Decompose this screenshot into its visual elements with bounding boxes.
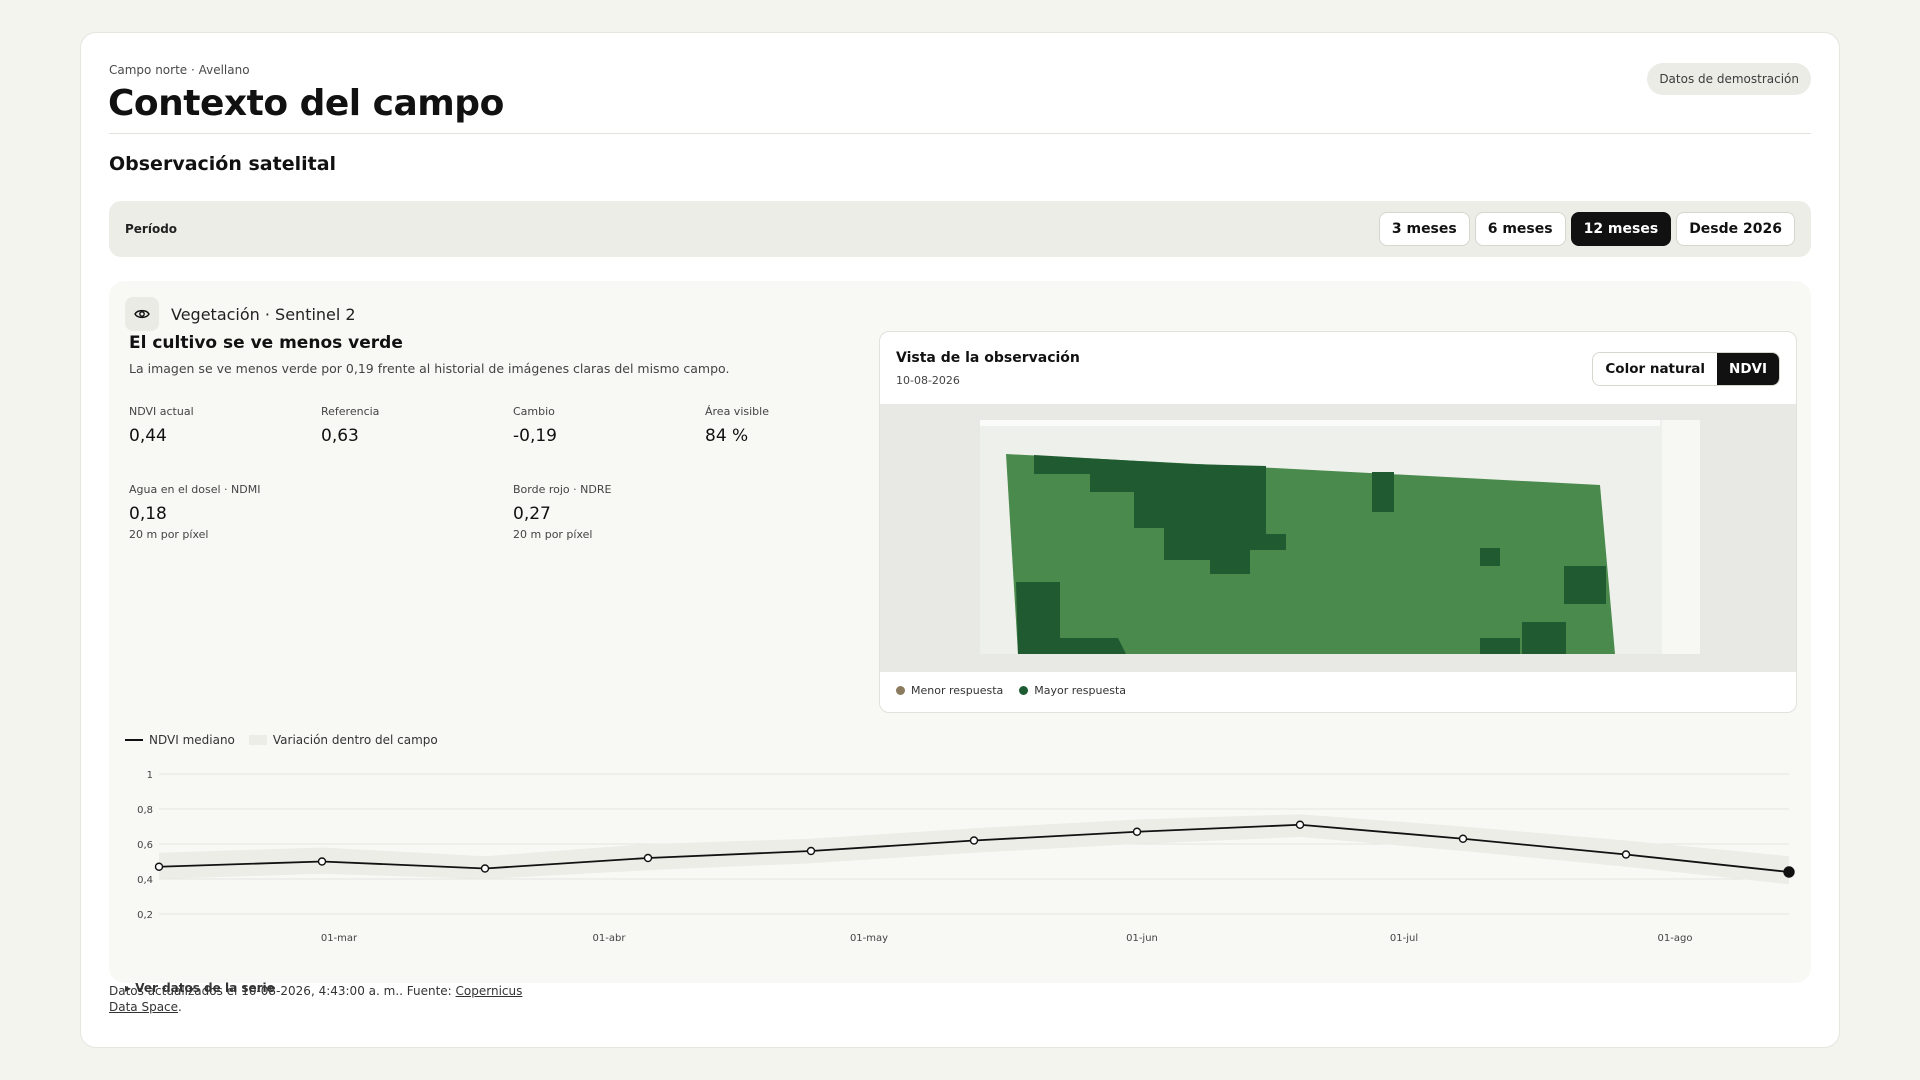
metric-label: Borde rojo · NDRE [513, 483, 612, 496]
ndvi-point [1295, 820, 1305, 829]
legend-median-label: NDVI mediano [149, 733, 235, 747]
demo-data-badge: Datos de demostración [1647, 63, 1811, 95]
period-selector: Período 3 meses 6 meses 12 meses Desde 2… [109, 201, 1811, 257]
metric-value: 0,63 [321, 426, 359, 446]
ndvi-point [317, 857, 327, 866]
legend-low-label: Menor respuesta [911, 684, 1004, 697]
header-divider [109, 133, 1811, 134]
vegetation-description: La imagen se ve menos verde por 0,19 fre… [129, 361, 730, 376]
footer-period: . [178, 1000, 182, 1014]
legend-range-label: Variación dentro del campo [272, 733, 438, 747]
legend-range: Variación dentro del campo [248, 733, 438, 747]
period-3-months-button[interactable]: 3 meses [1378, 212, 1470, 246]
x-tick-label: 01-jul [1390, 933, 1418, 944]
legend-high-label: Mayor respuesta [1034, 684, 1127, 697]
copernicus-link[interactable]: Copernicus Data Space [109, 984, 523, 1014]
period-6-months-button[interactable]: 6 meses [1474, 212, 1566, 246]
page-title: Contexto del campo [108, 83, 504, 124]
legend-low-dot [896, 686, 905, 695]
ndvi-point [1132, 827, 1142, 836]
ndvi-point [480, 864, 490, 873]
period-buttons: 3 meses 6 meses 12 meses Desde 2026 [1378, 212, 1795, 246]
ndvi-time-series-chart: 1 0,8 0,6 0,4 0,2 01-mar 01-abr 01-may 01-jun 01-… [137, 770, 1795, 944]
x-tick-label: 01-mar [321, 933, 358, 944]
chart-legend: NDVI mediano Variación dentro del campo [125, 733, 438, 747]
metric-label: Cambio [513, 405, 555, 418]
metric-value: 0,44 [129, 426, 167, 446]
y-tick-label: 0,8 [137, 805, 153, 816]
field-context-card: Campo norte · Avellano Contexto del camp… [80, 32, 1840, 1048]
ndvi-point [1621, 850, 1631, 859]
metric-value: -0,19 [513, 426, 557, 446]
legend-median: NDVI mediano [125, 733, 235, 747]
ndvi-point [969, 836, 979, 845]
eye-icon [125, 297, 159, 331]
ndvi-point [154, 862, 164, 871]
vegetation-headline: El cultivo se ve menos verde [129, 333, 403, 353]
period-12-months-button[interactable]: 12 meses [1570, 212, 1672, 246]
ndvi-point [643, 853, 653, 863]
metric-value: 0,18 [129, 504, 167, 524]
observation-title: Vista de la observación [896, 350, 1080, 366]
map-legend: Menor respuesta Mayor respuesta [896, 684, 1126, 697]
legend-high-dot [1019, 686, 1029, 695]
observation-mode-toggle: Color natural NDVI [1592, 352, 1780, 386]
period-since-2026-button[interactable]: Desde 2026 [1676, 212, 1795, 246]
ndvi-point [1783, 866, 1795, 878]
x-tick-label: 01-abr [593, 933, 627, 944]
period-label: Período [125, 222, 178, 236]
series-data-toggle[interactable]: ▸ Ver datos de la serie [125, 981, 275, 995]
legend-low-response: Menor respuesta [896, 684, 1003, 697]
y-tick-label: 0,2 [137, 910, 153, 921]
legend-range-swatch [248, 735, 267, 745]
legend-high-response: Mayor respuesta [1019, 684, 1126, 697]
metric-change: Cambio -0,19 [513, 405, 557, 446]
natural-color-button[interactable]: Color natural [1593, 353, 1718, 385]
metric-value: 0,27 [513, 504, 551, 524]
y-tick-label: 0,4 [137, 875, 153, 886]
metric-ndmi: Agua en el dosel · NDMI 0,18 20 m por pí… [129, 483, 260, 541]
metric-ndvi-current: NDVI actual 0,44 [129, 405, 194, 446]
metric-label: Agua en el dosel · NDMI [129, 483, 261, 496]
metric-resolution: 20 m por píxel [513, 528, 593, 541]
vegetation-panel: Vegetación · Sentinel 2 El cultivo se ve… [109, 281, 1811, 995]
metric-ndre: Borde rojo · NDRE 0,27 20 m por píxel [513, 483, 611, 541]
metric-value: 84 % [705, 426, 749, 446]
metric-reference: Referencia 0,63 [321, 405, 379, 446]
vegetation-source-title: Vegetación · Sentinel 2 [171, 305, 356, 324]
y-tick-label: 0,6 [137, 840, 153, 851]
legend-median-swatch [125, 739, 143, 741]
footer: Datos actualizados el 10-08-2026, 4:43:0… [109, 983, 529, 1015]
observation-view: Vista de la observación 10-08-2026 Color… [879, 331, 1797, 713]
observation-date: 10-08-2026 [896, 374, 960, 387]
x-tick-label: 01-ago [1658, 933, 1693, 944]
metric-label: NDVI actual [129, 405, 194, 418]
footer-text: Datos actualizados el 10-08-2026, 4:43:0… [109, 984, 456, 998]
ndvi-button[interactable]: NDVI [1717, 353, 1779, 385]
section-title: Observación satelital [109, 153, 337, 175]
breadcrumb[interactable]: Campo norte · Avellano [109, 63, 250, 77]
ndvi-point [806, 846, 816, 856]
ndvi-point [1458, 834, 1468, 843]
variation-band [159, 814, 1789, 885]
metric-resolution: 20 m por píxel [129, 528, 209, 541]
metric-label: Referencia [321, 405, 380, 418]
metric-label: Área visible [705, 405, 769, 418]
x-tick-label: 01-may [850, 933, 888, 944]
x-tick-label: 01-jun [1126, 933, 1158, 944]
ndvi-field-map[interactable] [880, 404, 1796, 672]
y-tick-label: 1 [147, 770, 153, 781]
metric-visible-area: Área visible 84 % [705, 405, 769, 446]
